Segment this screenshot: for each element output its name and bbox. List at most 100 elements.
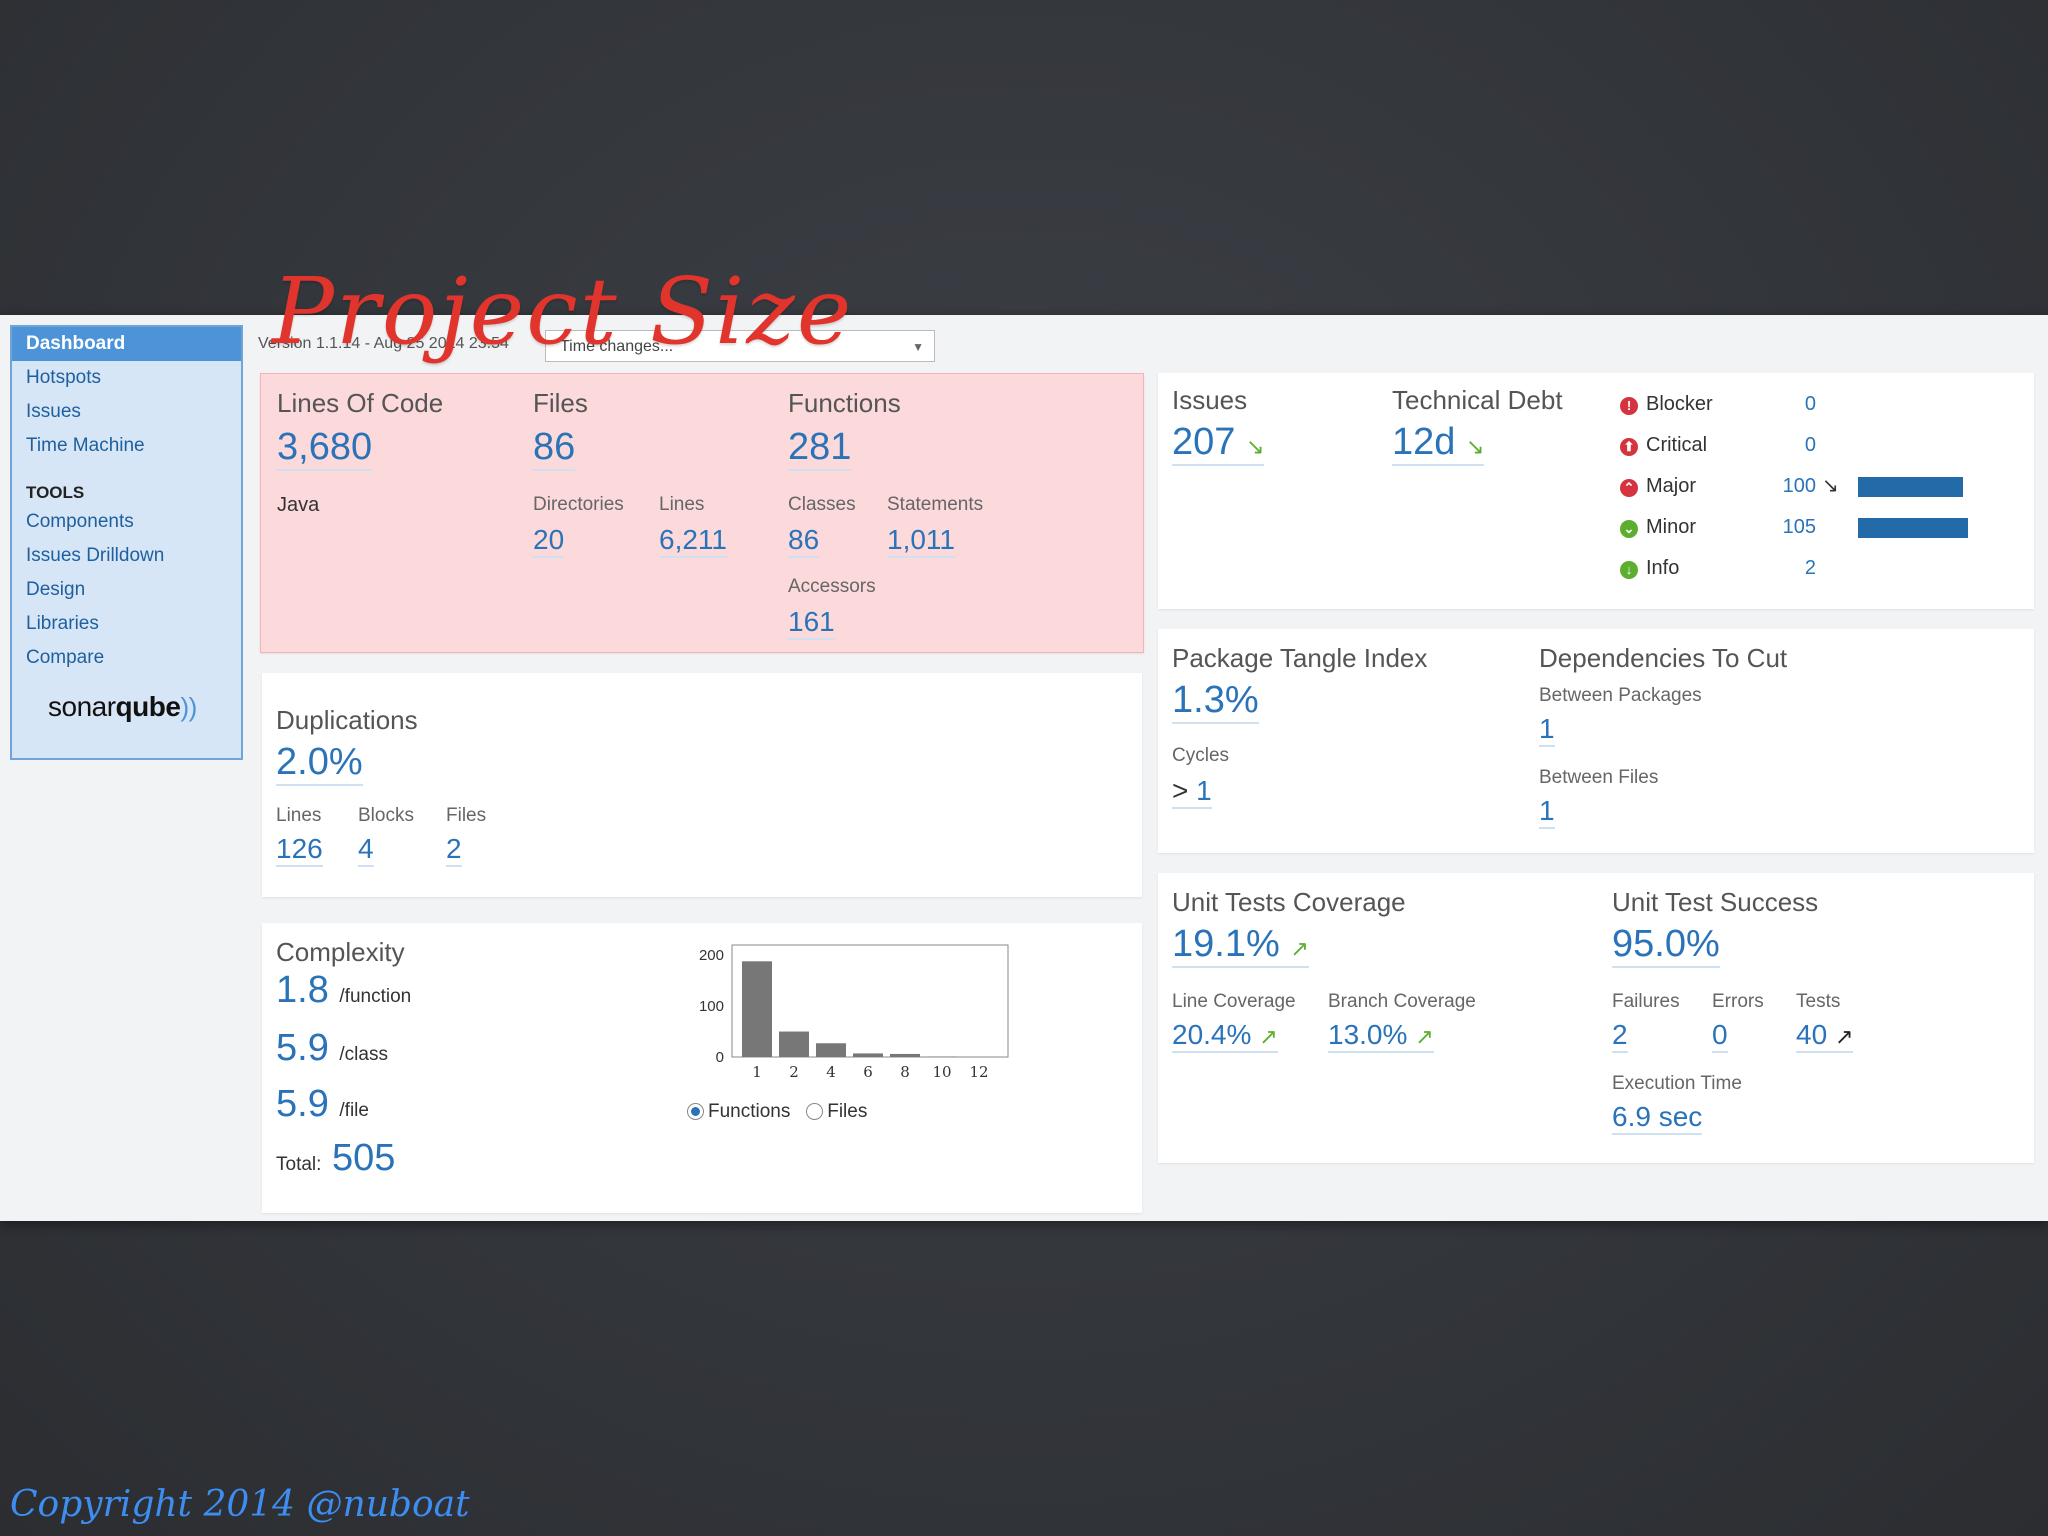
- trend-down-icon: ↘: [1822, 475, 1839, 497]
- files-radio-icon: [806, 1103, 824, 1120]
- line-coverage-value[interactable]: 20.4% ↗: [1172, 1019, 1278, 1053]
- logo-waves-icon: )): [180, 692, 197, 722]
- coverage-percent: 19.1%: [1172, 923, 1280, 965]
- files-value[interactable]: 86: [533, 426, 576, 471]
- complexity-per-function[interactable]: 1.8 /function: [276, 969, 411, 1012]
- chart-bar[interactable]: [927, 1056, 957, 1057]
- branch-coverage-percent: 13.0%: [1328, 1019, 1408, 1050]
- tangle-index-value[interactable]: 1.3%: [1172, 679, 1259, 724]
- blocker-severity-icon: !: [1620, 397, 1638, 415]
- dup-blocks-value[interactable]: 4: [358, 833, 374, 867]
- major-severity-bar: [1858, 477, 1963, 497]
- duplications-widget: Duplications 2.0% Lines 126 Blocks 4 Fil…: [262, 673, 1142, 897]
- sonarqube-logo[interactable]: sonarqube)): [12, 691, 241, 723]
- complexity-total[interactable]: Total: 505: [276, 1137, 395, 1180]
- dup-lines-label: Lines: [276, 805, 322, 826]
- major-severity-icon: ⌃: [1620, 479, 1638, 497]
- critical-severity-count[interactable]: 0: [1804, 434, 1816, 456]
- y-tick-label: 0: [716, 1049, 724, 1066]
- minor-severity-icon: ⌄: [1620, 520, 1638, 538]
- failures-value[interactable]: 2: [1612, 1019, 1628, 1053]
- info-severity-count[interactable]: 2: [1804, 557, 1816, 579]
- trend-up-icon: ↗: [1415, 1024, 1434, 1049]
- technical-debt-value[interactable]: 12d ↘: [1392, 421, 1485, 466]
- failures-label: Failures: [1612, 991, 1680, 1012]
- blocker-severity-label: Blocker: [1646, 393, 1713, 415]
- functions-value[interactable]: 281: [788, 426, 852, 471]
- classes-value[interactable]: 86: [788, 524, 820, 558]
- sidebar-item-design[interactable]: Design: [26, 579, 86, 600]
- time-changes-value: Time changes...: [560, 338, 674, 355]
- x-tick-label: 6: [863, 1063, 873, 1081]
- version-info: Version 1.1.14 - Aug 25 2014 23:54: [258, 335, 509, 352]
- issues-count: 207: [1172, 421, 1236, 463]
- tests-count-label: Tests: [1796, 991, 1841, 1012]
- between-files-label: Between Files: [1539, 767, 1659, 788]
- time-changes-select[interactable]: Time changes... ▼: [545, 330, 935, 362]
- errors-value[interactable]: 0: [1712, 1019, 1728, 1053]
- dup-blocks-label: Blocks: [358, 805, 414, 826]
- technical-debt-amount: 12d: [1392, 421, 1456, 463]
- sidebar-item-issues[interactable]: Issues: [26, 401, 81, 422]
- major-severity-label: Major: [1646, 475, 1697, 497]
- total-label: Total:: [276, 1154, 322, 1175]
- test-success-value[interactable]: 95.0%: [1612, 923, 1720, 968]
- x-tick-label: 1: [752, 1063, 762, 1081]
- x-tick-label: 12: [969, 1063, 988, 1081]
- coverage-value[interactable]: 19.1% ↗: [1172, 923, 1309, 968]
- dup-files-value[interactable]: 2: [446, 833, 462, 867]
- between-files-value[interactable]: 1: [1539, 795, 1555, 829]
- branch-coverage-value[interactable]: 13.0% ↗: [1328, 1019, 1434, 1053]
- chart-bar[interactable]: [742, 961, 772, 1057]
- sidebar-item-libraries[interactable]: Libraries: [26, 613, 99, 634]
- issues-label: Issues: [1172, 385, 1248, 415]
- files-radio[interactable]: Files: [806, 1101, 867, 1122]
- logo-text-qube: qube: [115, 691, 181, 722]
- sidebar: Dashboard Hotspots Issues Time Machine T…: [10, 325, 243, 760]
- cycles-value[interactable]: > 1: [1172, 775, 1212, 809]
- coverage-label: Unit Tests Coverage: [1172, 887, 1406, 917]
- lines-value[interactable]: 6,211: [659, 524, 727, 558]
- dup-lines-value[interactable]: 126: [276, 833, 323, 867]
- sidebar-item-compare[interactable]: Compare: [26, 647, 105, 668]
- y-tick-label: 100: [699, 998, 724, 1015]
- sidebar-item-components[interactable]: Components: [26, 511, 134, 532]
- complexity-widget: Complexity 1.8 /function 5.9 /class 5.9 …: [262, 923, 1142, 1213]
- sidebar-item-time-machine[interactable]: Time Machine: [26, 435, 145, 456]
- tools-heading: TOOLS: [26, 483, 85, 502]
- functions-radio-icon: [687, 1103, 704, 1120]
- chart-bar[interactable]: [890, 1053, 920, 1057]
- complexity-per-class[interactable]: 5.9 /class: [276, 1027, 388, 1070]
- major-severity-count[interactable]: 100: [1782, 475, 1816, 497]
- statements-value[interactable]: 1,011: [887, 524, 955, 558]
- sidebar-item-dashboard[interactable]: Dashboard: [12, 327, 241, 361]
- between-packages-value[interactable]: 1: [1539, 713, 1555, 747]
- tests-widget: Unit Tests Coverage 19.1% ↗ Line Coverag…: [1158, 873, 2034, 1163]
- sidebar-item-issues-drilldown[interactable]: Issues Drilldown: [26, 545, 165, 566]
- accessors-label: Accessors: [788, 576, 876, 597]
- complexity-per-file[interactable]: 5.9 /file: [276, 1083, 369, 1126]
- sidebar-item-hotspots[interactable]: Hotspots: [26, 367, 101, 388]
- execution-time-label: Execution Time: [1612, 1073, 1742, 1094]
- directories-value[interactable]: 20: [533, 524, 565, 558]
- critical-severity-icon: ⬆: [1620, 438, 1638, 456]
- minor-severity-count[interactable]: 105: [1782, 516, 1816, 538]
- info-severity-label: Info: [1646, 557, 1680, 579]
- blocker-severity-count[interactable]: 0: [1804, 393, 1816, 415]
- duplications-value[interactable]: 2.0%: [276, 741, 363, 786]
- loc-value[interactable]: 3,680: [277, 426, 373, 471]
- per-function-value: 1.8: [276, 969, 329, 1011]
- issues-value[interactable]: 207 ↘: [1172, 421, 1265, 466]
- accessors-value[interactable]: 161: [788, 606, 835, 640]
- duplications-label: Duplications: [276, 705, 418, 735]
- chart-plot-frame: [731, 944, 1009, 1058]
- functions-radio[interactable]: Functions: [687, 1101, 790, 1122]
- complexity-label: Complexity: [276, 937, 405, 967]
- chart-bar[interactable]: [853, 1053, 883, 1057]
- chart-bar[interactable]: [779, 1031, 809, 1057]
- chevron-down-icon: ▼: [912, 340, 924, 354]
- chart-bar[interactable]: [816, 1043, 846, 1057]
- execution-time-value[interactable]: 6.9 sec: [1612, 1101, 1703, 1135]
- functions-radio-label: Functions: [708, 1101, 791, 1122]
- tests-count-value[interactable]: 40 ↗: [1796, 1019, 1854, 1053]
